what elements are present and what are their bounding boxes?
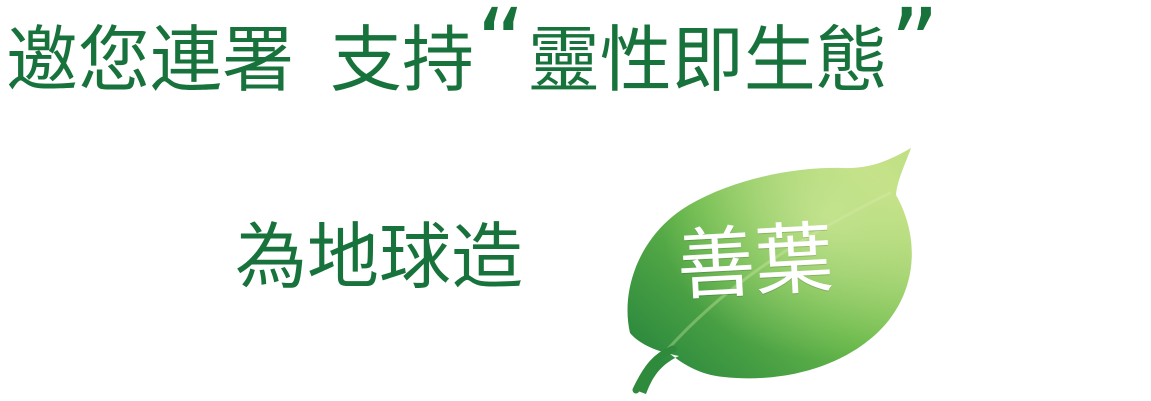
headline: 邀您連署 支持 “ 靈性即生態 ” — [6, 0, 1146, 116]
close-quote-mark: ” — [889, 0, 940, 100]
headline-part-1: 邀您連署 — [6, 18, 295, 102]
leaf-label: 善葉 — [674, 213, 836, 313]
secondary-line: 為地球造 — [235, 215, 524, 299]
leaf-icon — [585, 145, 925, 395]
quoted-phrase: 靈性即生態 — [527, 18, 888, 102]
headline-part-2: 支持 — [330, 18, 475, 102]
open-quote-mark: “ — [476, 0, 526, 100]
